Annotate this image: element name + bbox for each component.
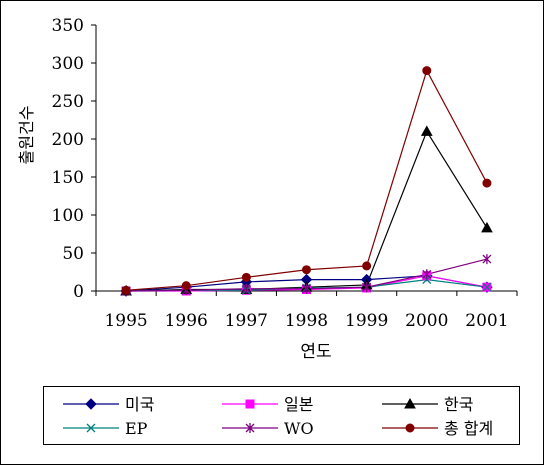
legend-marker xyxy=(404,397,416,409)
legend-marker xyxy=(245,423,255,433)
x-tick-label: 1997 xyxy=(225,311,268,331)
y-tick-label: 300 xyxy=(52,54,84,74)
legend-marker xyxy=(245,399,255,409)
legend-label: EP xyxy=(125,419,148,438)
y-tick-label: 200 xyxy=(52,130,84,150)
legend-marker xyxy=(86,423,96,433)
legend-label: 한국 xyxy=(444,395,473,414)
data-point-series-4 xyxy=(422,269,432,280)
legend-box xyxy=(43,386,520,445)
x-tick-label: 2000 xyxy=(405,311,448,331)
y-tick-label: 150 xyxy=(52,168,84,188)
y-tick-labels: 0 50 100 150 200 250 300 350 xyxy=(52,16,84,302)
legend-label: 일본 xyxy=(284,395,313,414)
data-point-series-5 xyxy=(302,265,311,275)
data-point-series-5 xyxy=(422,66,432,76)
y-tick-label: 50 xyxy=(62,244,84,264)
data-point-series-2 xyxy=(420,125,433,136)
x-tick-label: 1999 xyxy=(345,311,388,331)
data-point-series-5 xyxy=(121,285,131,295)
legend-label: 총 합계 xyxy=(444,419,493,438)
y-tick-label: 100 xyxy=(52,206,84,226)
data-point-series-3 xyxy=(482,282,492,292)
y-tick-label: 250 xyxy=(52,92,84,112)
data-point-series-4 xyxy=(362,282,372,293)
data-point-series-4 xyxy=(241,283,251,294)
data-point-series-4 xyxy=(482,254,492,265)
y-axis-title: 출원건수 xyxy=(17,106,36,165)
x-axis-title: 연도 xyxy=(300,342,331,362)
legend-marker xyxy=(405,423,415,433)
y-tick-label: 0 xyxy=(73,282,84,302)
data-point-series-4 xyxy=(302,283,311,294)
data-point-series-5 xyxy=(241,272,251,282)
x-tick-labels: 1995 1996 1997 1998 1999 2000 2001 xyxy=(104,311,508,331)
data-point-series-5 xyxy=(482,178,492,188)
x-tick-label: 1995 xyxy=(104,311,147,331)
data-point-series-2 xyxy=(481,221,493,233)
legend-items: 미국 일본 한국 EP WO 총 합계 xyxy=(63,395,493,438)
series-markers xyxy=(120,66,493,297)
y-tick-label: 350 xyxy=(52,16,84,36)
x-tick-label: 2001 xyxy=(465,311,508,331)
data-point-series-5 xyxy=(181,281,191,291)
legend-marker xyxy=(85,398,97,410)
x-tick-label: 1996 xyxy=(165,311,208,331)
legend-label: WO xyxy=(284,419,314,438)
legend-label: 미국 xyxy=(125,395,154,414)
x-tick-label: 1998 xyxy=(285,311,328,331)
legend: 미국 일본 한국 EP WO 총 합계 xyxy=(43,386,520,445)
data-point-series-5 xyxy=(362,261,372,271)
